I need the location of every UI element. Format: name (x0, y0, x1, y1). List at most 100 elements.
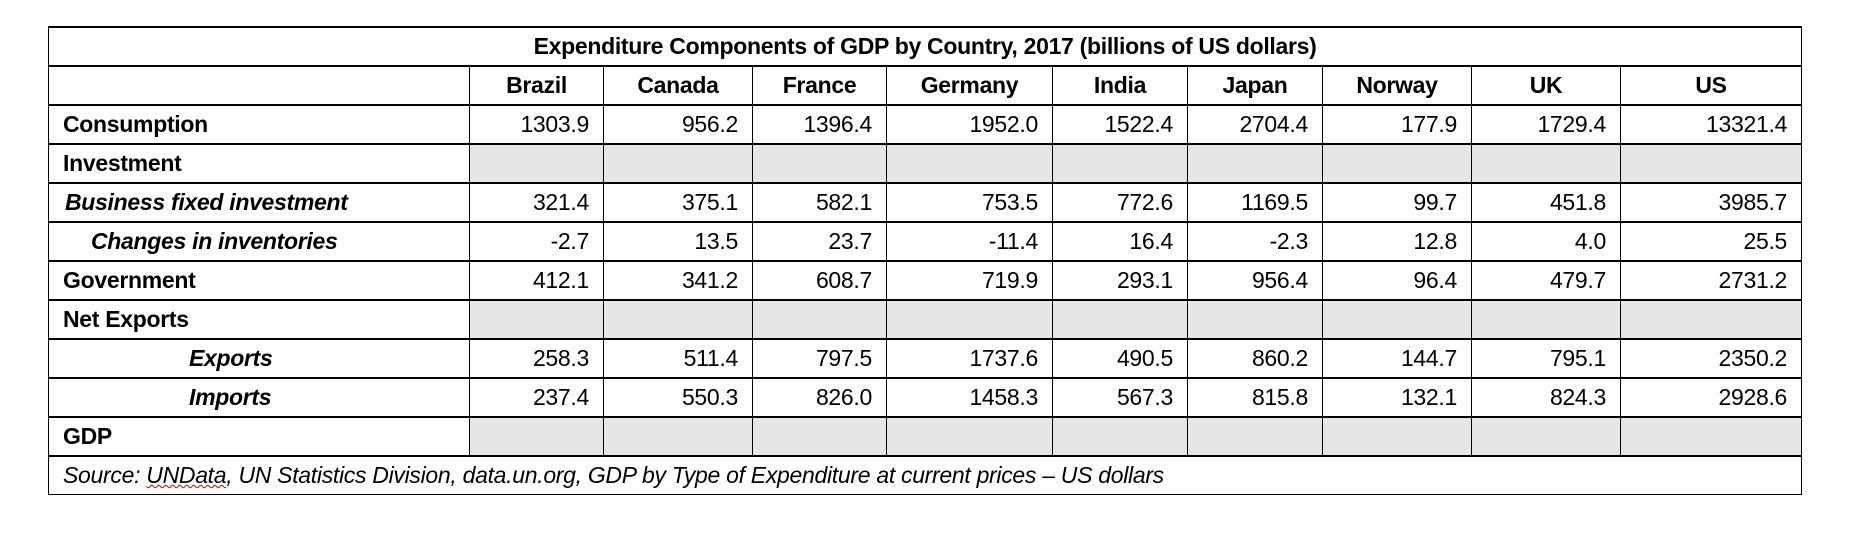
value-cell: 375.1 (603, 182, 753, 223)
value-cell: 3985.7 (1619, 182, 1803, 223)
value-cell: 293.1 (1052, 260, 1188, 301)
value-cell: 99.7 (1322, 182, 1472, 223)
empty-shaded-cell (1052, 416, 1188, 457)
table-row: Investment (48, 143, 1803, 184)
value-cell: 25.5 (1619, 221, 1803, 262)
empty-shaded-cell (1187, 416, 1323, 457)
row-label: Net Exports (48, 299, 470, 340)
value-cell: 1737.6 (886, 338, 1053, 379)
column-header-uk: UK (1471, 65, 1621, 106)
table-row: Business fixed investment 321.4 375.1 582.1… (48, 182, 1803, 223)
table-row: Net Exports (48, 299, 1803, 340)
value-cell: 479.7 (1471, 260, 1621, 301)
table-title: Expenditure Components of GDP by Country… (47, 26, 1803, 67)
column-header-us: US (1619, 65, 1803, 106)
row-label: Imports (48, 377, 470, 418)
column-header-france: France (752, 65, 887, 106)
row-label: Government (48, 260, 470, 301)
value-cell: 956.2 (603, 104, 753, 145)
row-label: GDP (48, 416, 470, 457)
value-cell: 13321.4 (1619, 104, 1803, 145)
value-cell: 1458.3 (886, 377, 1053, 418)
value-cell: -2.3 (1187, 221, 1323, 262)
table-row: Government 412.1 341.2 608.7 719.9 293.1 956.4… (48, 260, 1803, 301)
empty-shaded-cell (469, 299, 604, 340)
value-cell: 132.1 (1322, 377, 1472, 418)
empty-shaded-cell (469, 416, 604, 457)
empty-shaded-cell (1619, 299, 1803, 340)
empty-shaded-cell (603, 416, 753, 457)
column-header-germany: Germany (886, 65, 1053, 106)
value-cell: 23.7 (752, 221, 887, 262)
value-cell: 4.0 (1471, 221, 1621, 262)
column-header-india: India (1052, 65, 1188, 106)
value-cell: 451.8 (1471, 182, 1621, 223)
empty-shaded-cell (1322, 416, 1472, 457)
value-cell: 824.3 (1471, 377, 1621, 418)
source-prefix: Source: (63, 462, 147, 488)
row-label: Consumption (48, 104, 470, 145)
value-cell: 860.2 (1187, 338, 1323, 379)
table-row: Exports 258.3 511.4 797.5 1737.6 490.5 860.2 14… (48, 338, 1803, 379)
value-cell: 321.4 (469, 182, 604, 223)
value-cell: 412.1 (469, 260, 604, 301)
empty-shaded-cell (1322, 299, 1472, 340)
value-cell: 582.1 (752, 182, 887, 223)
value-cell: 826.0 (752, 377, 887, 418)
table-row: Imports 237.4 550.3 826.0 1458.3 567.3 815.8 13… (48, 377, 1803, 418)
value-cell: 490.5 (1052, 338, 1188, 379)
empty-shaded-cell (1052, 143, 1188, 184)
empty-shaded-cell (886, 143, 1053, 184)
table-row: Consumption 1303.9 956.2 1396.4 1952.0 1522.4… (48, 104, 1803, 145)
value-cell: -11.4 (886, 221, 1053, 262)
column-header-norway: Norway (1322, 65, 1472, 106)
row-label: Exports (48, 338, 470, 379)
empty-shaded-cell (1052, 299, 1188, 340)
empty-shaded-cell (752, 143, 887, 184)
row-label: Changes in inventories (48, 221, 470, 262)
title-row: Expenditure Components of GDP by Country… (47, 26, 1803, 67)
table-row: Changes in inventories -2.7 13.5 23.7 -11.4 1… (48, 221, 1803, 262)
source-text: , UN Statistics Division, data.un.org, G… (226, 462, 1164, 488)
empty-shaded-cell (603, 143, 753, 184)
empty-shaded-cell (886, 416, 1053, 457)
empty-shaded-cell (1471, 299, 1621, 340)
column-header-canada: Canada (603, 65, 753, 106)
value-cell: 956.4 (1187, 260, 1323, 301)
value-cell: 2928.6 (1619, 377, 1803, 418)
empty-shaded-cell (603, 299, 753, 340)
value-cell: 144.7 (1322, 338, 1472, 379)
empty-shaded-cell (1187, 143, 1323, 184)
row-label: Investment (48, 143, 470, 184)
source-row: Source: UNData, UN Statistics Division, … (47, 455, 1803, 495)
empty-shaded-cell (469, 143, 604, 184)
value-cell: 719.9 (886, 260, 1053, 301)
value-cell: 772.6 (1052, 182, 1188, 223)
value-cell: 12.8 (1322, 221, 1472, 262)
header-corner (48, 65, 470, 106)
value-cell: 1522.4 (1052, 104, 1188, 145)
value-cell: 815.8 (1187, 377, 1323, 418)
value-cell: 16.4 (1052, 221, 1188, 262)
value-cell: 2731.2 (1619, 260, 1803, 301)
source-note: Source: UNData, UN Statistics Division, … (47, 455, 1803, 495)
empty-shaded-cell (1619, 416, 1803, 457)
value-cell: 177.9 (1322, 104, 1472, 145)
value-cell: 1952.0 (886, 104, 1053, 145)
empty-shaded-cell (752, 299, 887, 340)
empty-shaded-cell (1471, 416, 1621, 457)
value-cell: 2350.2 (1619, 338, 1803, 379)
value-cell: 550.3 (603, 377, 753, 418)
row-label: Business fixed investment (48, 182, 470, 223)
value-cell: 1729.4 (1471, 104, 1621, 145)
value-cell: -2.7 (469, 221, 604, 262)
value-cell: 608.7 (752, 260, 887, 301)
empty-shaded-cell (1619, 143, 1803, 184)
value-cell: 13.5 (603, 221, 753, 262)
value-cell: 797.5 (752, 338, 887, 379)
gdp-table: Expenditure Components of GDP by Country… (47, 26, 1803, 495)
header-row: Brazil Canada France Germany India Japan Norwa… (48, 65, 1803, 106)
empty-shaded-cell (1187, 299, 1323, 340)
empty-shaded-cell (752, 416, 887, 457)
value-cell: 511.4 (603, 338, 753, 379)
